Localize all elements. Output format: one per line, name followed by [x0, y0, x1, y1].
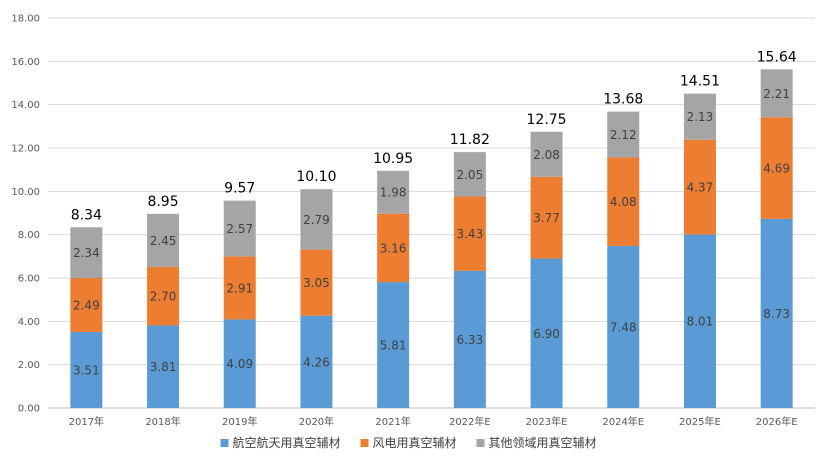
bar-segment	[377, 282, 410, 408]
bar-segment	[453, 152, 486, 197]
data-label: 2.13	[687, 110, 714, 124]
data-label: 2.12	[610, 128, 637, 142]
x-tick-label: 2022年E	[449, 415, 491, 428]
bar-segment	[760, 218, 793, 408]
total-label: 14.51	[680, 74, 720, 90]
bar-segment	[70, 331, 103, 408]
x-tick-label: 2024年E	[602, 415, 644, 428]
x-tick-label: 2020年	[299, 415, 334, 428]
data-label: 2.57	[226, 222, 253, 236]
total-label: 10.95	[373, 151, 413, 167]
data-label: 2.21	[763, 87, 790, 101]
data-label: 2.91	[226, 281, 253, 295]
data-label: 2.45	[150, 234, 177, 248]
bar-segment	[453, 270, 486, 408]
bar-segment	[607, 245, 640, 408]
total-label: 12.75	[527, 112, 567, 128]
bar-segment	[300, 315, 333, 408]
y-tick-label: 14.00	[11, 100, 40, 111]
y-tick-label: 4.00	[18, 317, 40, 328]
data-label: 4.26	[303, 355, 330, 369]
data-label: 3.77	[533, 211, 560, 225]
data-label: 4.69	[763, 162, 790, 176]
legend-label: 风电用真空辅材	[373, 436, 457, 450]
y-tick-label: 6.00	[18, 274, 40, 285]
bar-segment	[453, 196, 486, 271]
legend-label: 航空航天用真空辅材	[233, 435, 341, 450]
legend-swatch	[220, 439, 229, 447]
data-label: 3.05	[303, 276, 330, 290]
x-tick-label: 2021年	[375, 415, 410, 428]
total-label: 13.68	[603, 92, 643, 108]
data-label: 3.16	[380, 241, 407, 255]
data-label: 7.48	[610, 320, 637, 334]
bar-segment	[607, 111, 640, 158]
data-label: 6.33	[456, 333, 483, 347]
data-label: 4.08	[610, 195, 637, 209]
data-label: 4.37	[687, 181, 714, 195]
legend-swatch	[476, 439, 485, 447]
bar-segment	[147, 266, 180, 326]
bar-segment	[223, 256, 256, 320]
data-label: 2.49	[73, 298, 100, 312]
bar-segment	[760, 117, 793, 219]
total-label: 9.57	[224, 181, 255, 197]
total-label: 8.34	[71, 207, 102, 223]
y-tick-label: 10.00	[11, 187, 40, 198]
legend-swatch	[360, 439, 369, 447]
data-label: 3.43	[456, 227, 483, 241]
y-tick-label: 8.00	[18, 230, 40, 241]
total-label: 10.10	[296, 169, 336, 185]
data-label: 2.34	[73, 246, 100, 260]
x-tick-label: 2019年	[222, 415, 257, 428]
bar-segment	[300, 189, 333, 250]
bar-segment	[377, 213, 410, 283]
y-tick-label: 16.00	[11, 57, 40, 68]
y-tick-label: 2.00	[18, 360, 40, 371]
data-label: 2.79	[303, 213, 330, 227]
legend-label: 其他领域用真空辅材	[489, 436, 597, 450]
bar-segment	[70, 227, 103, 278]
data-label: 8.73	[763, 307, 790, 321]
bar-segment	[760, 69, 793, 118]
bar-segment	[683, 93, 716, 140]
total-label: 11.82	[450, 132, 490, 148]
x-tick-label: 2023年E	[526, 415, 568, 428]
total-label: 15.64	[757, 49, 797, 65]
y-tick-label: 0.00	[18, 404, 40, 415]
data-label: 6.90	[533, 327, 560, 341]
data-label: 2.70	[150, 290, 177, 304]
bar-segment	[147, 325, 180, 408]
y-tick-label: 18.00	[11, 14, 40, 25]
bar-segment	[377, 170, 410, 214]
data-label: 3.81	[150, 360, 177, 374]
total-label: 8.95	[147, 194, 178, 210]
bar-segment	[530, 176, 563, 259]
data-label: 5.81	[380, 339, 407, 353]
x-tick-label: 2017年	[69, 415, 104, 428]
bar-segment	[70, 278, 103, 332]
data-label: 2.05	[456, 168, 483, 182]
data-label: 3.51	[73, 363, 100, 377]
bar-segment	[223, 319, 256, 408]
x-tick-label: 2026年E	[756, 415, 798, 428]
bar-segment	[530, 258, 563, 408]
y-tick-label: 12.00	[11, 144, 40, 155]
data-label: 1.98	[380, 186, 407, 200]
data-label: 4.09	[226, 357, 253, 371]
data-label: 2.08	[533, 148, 560, 162]
bar-segment	[683, 234, 716, 408]
x-tick-label: 2025年E	[679, 415, 721, 428]
bar-segment	[607, 157, 640, 246]
bar-segment	[530, 131, 563, 177]
bar-segment	[147, 213, 180, 267]
bar-segment	[223, 200, 256, 257]
bar-segment	[300, 249, 333, 316]
data-label: 8.01	[687, 315, 714, 329]
x-tick-label: 2018年	[145, 415, 180, 428]
bar-segment	[683, 139, 716, 235]
